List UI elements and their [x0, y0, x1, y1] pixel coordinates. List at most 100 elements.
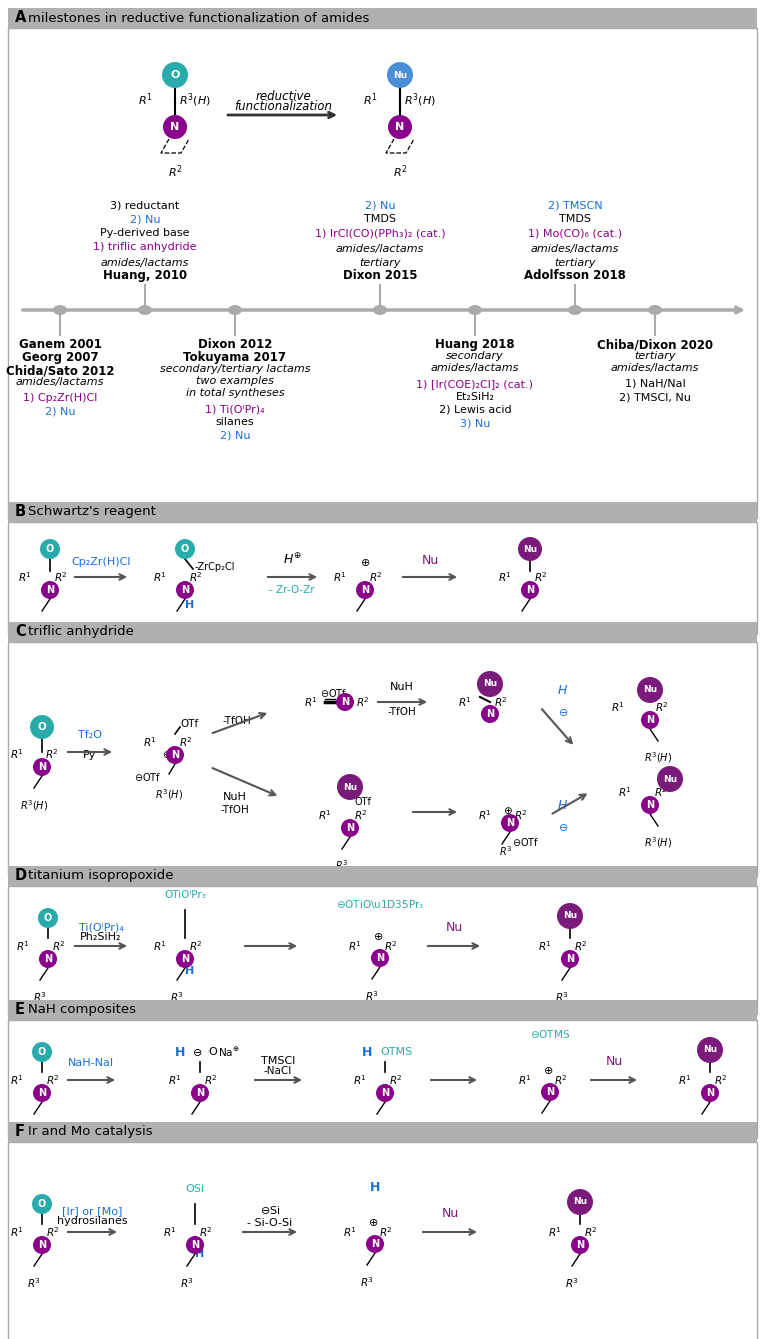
Text: 2) Nu: 2) Nu [44, 406, 75, 416]
Text: $R^3(H)$: $R^3(H)$ [644, 836, 672, 850]
Text: 2) Nu: 2) Nu [365, 200, 396, 210]
Text: $R^2$: $R^2$ [46, 1073, 60, 1087]
Text: 2) TMSCl, Nu: 2) TMSCl, Nu [619, 392, 691, 402]
Text: $R^3$: $R^3$ [335, 858, 349, 872]
Circle shape [657, 766, 683, 791]
Text: NuH: NuH [390, 682, 414, 692]
Circle shape [176, 949, 194, 968]
Text: $R^3(H)$: $R^3(H)$ [155, 787, 183, 802]
Circle shape [163, 115, 187, 139]
Text: $R^2$: $R^2$ [179, 735, 193, 749]
Text: -TfOH: -TfOH [223, 716, 252, 726]
Text: Adolfsson 2018: Adolfsson 2018 [524, 269, 626, 283]
Circle shape [41, 581, 59, 599]
FancyBboxPatch shape [8, 1142, 757, 1339]
Text: N: N [181, 953, 189, 964]
Text: $R^3$: $R^3$ [33, 990, 47, 1004]
Circle shape [32, 1042, 52, 1062]
Text: $R^2$: $R^2$ [554, 1073, 568, 1087]
Circle shape [38, 908, 58, 928]
Text: 1) triflic anhydride: 1) triflic anhydride [93, 242, 197, 252]
Text: silanes: silanes [216, 416, 254, 427]
Text: $R^3$: $R^3$ [27, 1276, 41, 1289]
Text: Schwartz's reagent: Schwartz's reagent [28, 506, 156, 518]
Text: H: H [185, 600, 194, 611]
Text: Tf₂O: Tf₂O [78, 730, 102, 740]
Text: $R^3$: $R^3$ [500, 844, 513, 858]
Text: N: N [44, 953, 52, 964]
Circle shape [567, 1189, 593, 1214]
Text: E: E [15, 1003, 25, 1018]
Circle shape [637, 678, 663, 703]
Ellipse shape [568, 305, 582, 315]
Text: $R^2$: $R^2$ [379, 1225, 392, 1239]
Text: Nu: Nu [703, 1046, 717, 1055]
FancyBboxPatch shape [8, 886, 757, 1014]
Text: N: N [196, 1089, 204, 1098]
Text: N: N [38, 762, 46, 773]
Text: N: N [346, 823, 354, 833]
Text: $R^3$: $R^3$ [360, 1275, 374, 1289]
Circle shape [518, 537, 542, 561]
Text: $R^1$: $R^1$ [518, 1073, 532, 1087]
Text: -NaCl: -NaCl [264, 1066, 292, 1077]
Text: Dixon 2015: Dixon 2015 [343, 269, 417, 283]
Circle shape [387, 62, 413, 88]
Circle shape [336, 694, 354, 711]
Text: $R^1$: $R^1$ [478, 809, 492, 822]
Ellipse shape [468, 305, 482, 315]
Text: tertiary: tertiary [634, 351, 675, 362]
Text: D: D [15, 869, 27, 884]
Text: TMDS: TMDS [559, 214, 591, 224]
Circle shape [697, 1036, 723, 1063]
Text: 1) [Ir(COE)₂Cl]₂ (cat.): 1) [Ir(COE)₂Cl]₂ (cat.) [416, 379, 533, 390]
Circle shape [337, 774, 363, 799]
Text: $R^3$: $R^3$ [515, 621, 529, 635]
Text: O: O [171, 70, 180, 80]
Text: Nu: Nu [483, 679, 497, 688]
Text: $R^3$: $R^3$ [170, 621, 184, 635]
Text: N: N [646, 799, 654, 810]
Text: $R^2$: $R^2$ [714, 1073, 728, 1087]
Circle shape [366, 1235, 384, 1253]
Text: Nu: Nu [663, 774, 677, 783]
Ellipse shape [53, 305, 67, 315]
Circle shape [186, 1236, 204, 1255]
Text: milestones in reductive functionalization of amides: milestones in reductive functionalizatio… [28, 12, 369, 24]
Text: N: N [191, 1240, 199, 1251]
Text: N: N [38, 1089, 46, 1098]
Circle shape [166, 746, 184, 765]
Text: $R^2$: $R^2$ [389, 1073, 403, 1087]
Text: amides/lactams: amides/lactams [431, 363, 519, 374]
Text: Et₂SiH₂: Et₂SiH₂ [455, 392, 494, 402]
Text: Nu: Nu [523, 545, 537, 553]
Circle shape [39, 949, 57, 968]
Text: two examples: two examples [196, 376, 274, 386]
Text: $R^2$: $R^2$ [46, 1225, 60, 1239]
Text: N: N [376, 953, 384, 963]
Circle shape [191, 1085, 209, 1102]
Text: Nu: Nu [563, 912, 577, 920]
Text: TMDS: TMDS [364, 214, 396, 224]
Text: $R^1$: $R^1$ [304, 695, 318, 708]
Text: $\ominus$OTf: $\ominus$OTf [134, 771, 161, 783]
Text: $\ominus$OTf: $\ominus$OTf [512, 836, 539, 848]
Text: Nu: Nu [445, 921, 463, 935]
Circle shape [371, 949, 389, 967]
Circle shape [541, 1083, 559, 1101]
Text: $R^1$: $R^1$ [363, 91, 378, 108]
FancyBboxPatch shape [8, 8, 757, 28]
Text: amides/lactams: amides/lactams [101, 258, 189, 268]
FancyBboxPatch shape [8, 502, 757, 522]
Text: O: O [44, 913, 52, 923]
Ellipse shape [228, 305, 242, 315]
Text: O: O [46, 544, 54, 554]
Text: functionalization: functionalization [234, 100, 332, 112]
Text: $\ominus$OTiO\u1D35Pr₃: $\ominus$OTiO\u1D35Pr₃ [336, 898, 424, 911]
Text: Dixon 2012: Dixon 2012 [198, 337, 272, 351]
Text: $R^1$: $R^1$ [498, 570, 512, 584]
Text: N: N [171, 750, 179, 761]
Text: $\ominus$Si: $\ominus$Si [260, 1204, 280, 1216]
Text: amides/lactams: amides/lactams [336, 244, 424, 254]
Circle shape [33, 1085, 51, 1102]
